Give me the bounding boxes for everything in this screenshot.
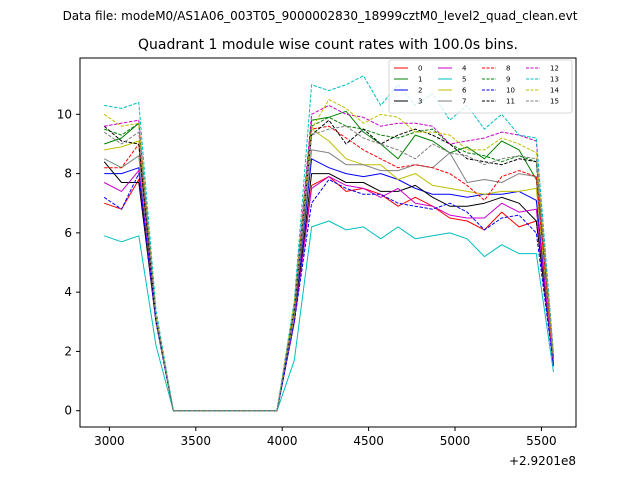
legend-box <box>388 59 573 114</box>
supertitle: Data file: modeM0/AS1A06_003T05_90000028… <box>63 9 578 23</box>
legend-label-9: 9 <box>506 76 510 84</box>
legend-label-14: 14 <box>550 87 559 95</box>
x-offset-label: +2.9201e8 <box>509 454 576 468</box>
plot-area: 3000 3500 4000 4500 5000 5500 0 2 4 6 8 10 <box>57 75 557 448</box>
x-tick-label: 4500 <box>353 434 384 448</box>
series-line-0 <box>104 176 554 412</box>
legend-label-7: 7 <box>462 98 466 106</box>
legend-label-6: 6 <box>462 87 467 95</box>
x-tick-label: 5000 <box>440 434 471 448</box>
series-line-12 <box>104 104 554 412</box>
y-tick-label: 10 <box>57 107 72 121</box>
legend-label-13: 13 <box>550 76 559 84</box>
x-tick-label: 5500 <box>526 434 557 448</box>
y-tick-label: 4 <box>64 285 72 299</box>
legend-label-2: 2 <box>418 87 422 95</box>
legend-label-1: 1 <box>418 76 422 84</box>
x-tick-label: 3000 <box>94 434 125 448</box>
series-line-1 <box>104 110 554 412</box>
legend-label-15: 15 <box>550 98 559 106</box>
series-line-10 <box>103 173 554 412</box>
legend-label-10: 10 <box>506 87 515 95</box>
legend-label-8: 8 <box>506 65 510 73</box>
y-tick-label: 2 <box>64 344 72 358</box>
legend-label-0: 0 <box>418 65 422 73</box>
legend-label-11: 11 <box>506 98 515 106</box>
series-line-7 <box>103 149 554 412</box>
series-line-2 <box>104 158 554 412</box>
series-line-8 <box>104 125 554 412</box>
series-line-4 <box>103 170 554 412</box>
series-line-15 <box>103 125 554 412</box>
legend-label-5: 5 <box>462 76 466 84</box>
series-line-3 <box>103 161 554 412</box>
plot-frame <box>79 57 577 428</box>
series-line-9 <box>104 116 554 412</box>
y-tick-label: 6 <box>64 226 72 240</box>
x-tick-label: 3500 <box>181 434 212 448</box>
series-line-14 <box>103 99 554 412</box>
legend-label-12: 12 <box>550 65 559 73</box>
x-tick-label: 4000 <box>267 434 298 448</box>
legend-label-4: 4 <box>462 65 467 73</box>
legend-label-3: 3 <box>418 98 422 106</box>
series-line-5 <box>104 220 554 412</box>
series-line-6 <box>104 128 554 412</box>
y-tick-label: 8 <box>64 167 72 181</box>
y-tick-label: 0 <box>64 404 72 418</box>
chart-title: Quadrant 1 module wise count rates with … <box>138 37 518 53</box>
series-line-13 <box>104 75 554 412</box>
